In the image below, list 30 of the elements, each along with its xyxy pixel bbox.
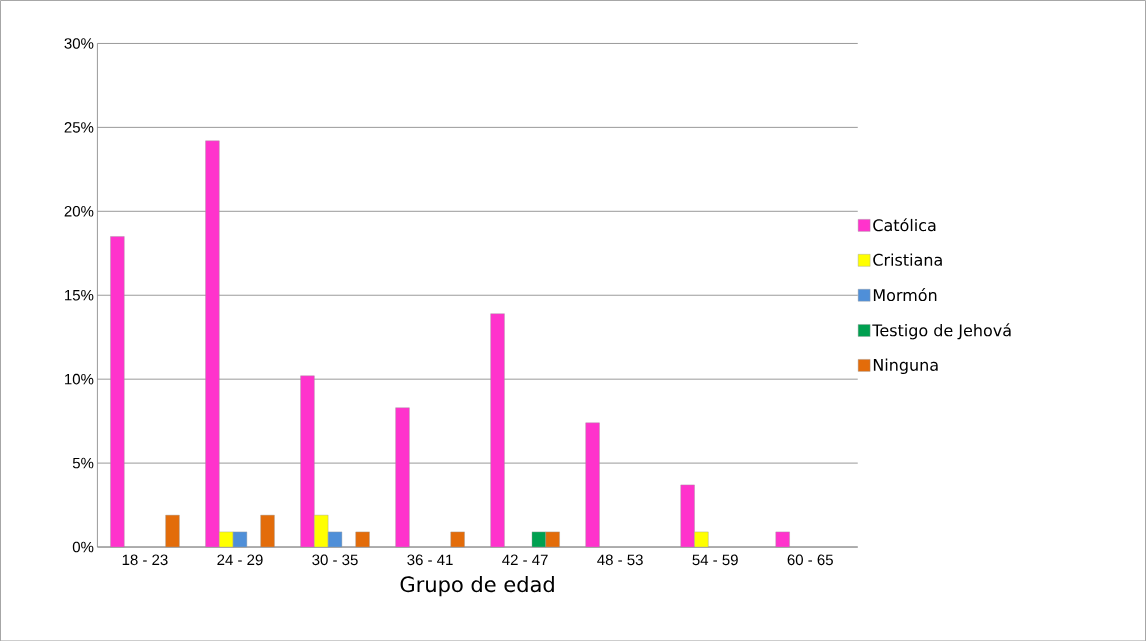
y-tick-label: 10% xyxy=(65,373,94,385)
x-tick-label: 60 - 65 xyxy=(787,554,833,565)
y-tick-label: 25% xyxy=(64,121,94,133)
y-tick-label: 15% xyxy=(65,289,94,301)
bar xyxy=(260,514,275,547)
x-tick-label: 30 - 35 xyxy=(312,554,358,565)
x-tick-label: 24 - 29 xyxy=(217,554,263,565)
y-tick-label: 30% xyxy=(64,37,94,49)
x-tick-label: 48 - 53 xyxy=(597,554,643,565)
y-tick-label: 0% xyxy=(72,541,94,553)
x-tick-label: 54 - 59 xyxy=(692,554,738,565)
bar xyxy=(775,531,790,547)
bar xyxy=(585,422,600,547)
y-tick-label: 20% xyxy=(64,205,94,217)
x-axis-title: Grupo de edad xyxy=(400,575,554,597)
x-tick-label: 18 - 23 xyxy=(122,554,168,565)
bar xyxy=(110,236,125,547)
legend-label: Ninguna xyxy=(873,358,938,374)
legend-label: Mormón xyxy=(873,287,937,301)
legend-label: Católica xyxy=(873,218,936,232)
legend-label: Cristiana xyxy=(873,253,942,266)
y-tick-label: 5% xyxy=(72,457,94,469)
bar xyxy=(490,313,505,547)
x-tick-label: 36 - 41 xyxy=(407,554,453,565)
bar xyxy=(355,531,370,547)
bar xyxy=(450,531,465,547)
legend-label: Testigo de Jehová xyxy=(872,323,1011,340)
bar xyxy=(165,514,180,547)
bar xyxy=(395,407,410,547)
x-tick-label: 42 - 47 xyxy=(502,554,548,565)
